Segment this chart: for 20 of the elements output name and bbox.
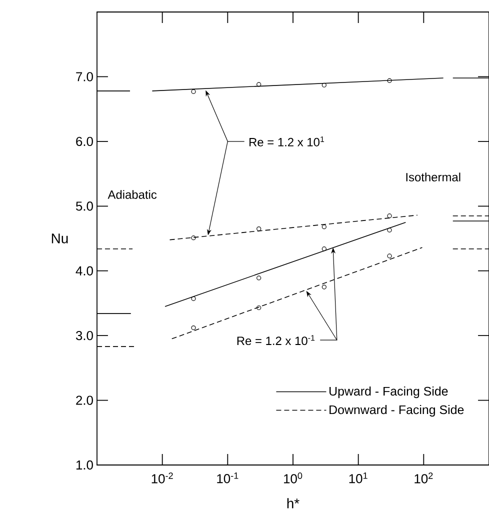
y-tick-label: 6.0 xyxy=(76,136,93,146)
y-tick-label: 4.0 xyxy=(76,266,93,276)
x-tick-label: 10$^{0}$ xyxy=(284,472,302,484)
x-tick-label: 10$^{-2}$ xyxy=(152,472,173,484)
y-axis-title: Nu xyxy=(52,234,68,244)
legend-label: Downward - Facing Side xyxy=(330,404,464,417)
annotation: Re = 1.2 x 10$^{1}$ xyxy=(250,136,324,146)
annotation: Adiabatic xyxy=(108,190,157,199)
annotation: Re = 1.2 x 10$^{-1}$ xyxy=(237,335,315,346)
x-axis-title: h* xyxy=(287,498,300,508)
x-tick-label: 10$^{1}$ xyxy=(349,472,368,484)
y-tick-label: 2.0 xyxy=(76,396,93,405)
annotation: Isothermal xyxy=(406,172,460,182)
x-tick-label: 10$^{2}$ xyxy=(414,472,433,484)
y-tick-label: 7.0 xyxy=(76,72,93,82)
y-tick-label: 5.0 xyxy=(76,202,93,211)
x-tick-label: 10$^{-1}$ xyxy=(217,472,238,484)
y-tick-label: 3.0 xyxy=(76,330,93,340)
y-tick-label: 1.0 xyxy=(76,460,93,470)
legend-label: Upward - Facing Side xyxy=(330,386,448,398)
